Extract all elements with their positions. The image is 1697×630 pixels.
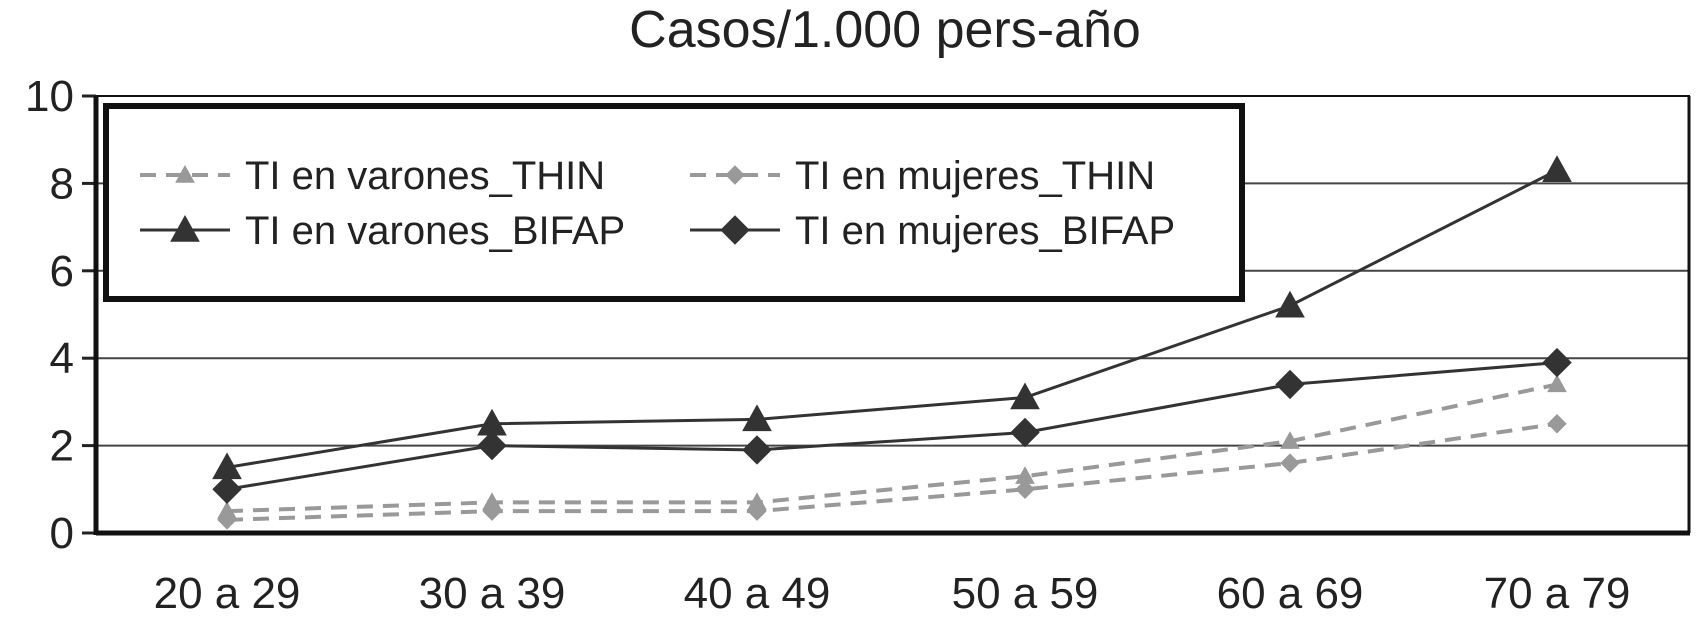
legend-label: TI en mujeres_BIFAP <box>795 209 1175 253</box>
x-tick-label: 50 a 59 <box>952 569 1099 618</box>
y-tick-label: 10 <box>25 72 74 121</box>
legend-label: TI en varones_BIFAP <box>245 209 625 253</box>
x-tick-label: 20 a 29 <box>154 569 301 618</box>
legend-label: TI en mujeres_THIN <box>795 154 1155 198</box>
legend-label: TI en varones_THIN <box>245 154 605 198</box>
data-point <box>1015 479 1035 500</box>
y-tick-label: 8 <box>50 159 74 208</box>
data-point <box>742 404 772 432</box>
data-point <box>1275 369 1305 400</box>
axes-layer: 0 2 4 6 8 10 20 a 29 30 a 39 40 a 49 50 a 59 60 a … <box>25 72 1691 618</box>
data-point <box>477 430 507 461</box>
legend-swatch-marker <box>725 165 745 185</box>
y-tick-label: 4 <box>50 334 74 383</box>
data-point <box>747 501 767 521</box>
data-point <box>742 435 772 465</box>
data-point <box>1547 414 1567 434</box>
legend-box <box>103 103 1245 302</box>
legend: TI en varones_THIN TI en mujeres_THIN TI e… <box>103 103 1245 302</box>
data-point <box>212 474 242 505</box>
y-tick-label: 0 <box>50 509 74 558</box>
x-tick-label: 70 a 79 <box>1484 569 1631 618</box>
data-point <box>1280 453 1300 473</box>
x-tick-label: 30 a 39 <box>419 569 566 618</box>
data-point <box>217 510 237 530</box>
legend-swatch-marker <box>720 215 750 245</box>
data-point <box>1547 374 1567 393</box>
legend-swatch-marker <box>175 164 195 183</box>
x-tick-label: 40 a 49 <box>684 569 831 618</box>
x-tick-label: 60 a 69 <box>1217 569 1364 618</box>
series-layer <box>212 155 1572 530</box>
y-tick-label: 6 <box>50 247 74 296</box>
data-point <box>1010 382 1040 410</box>
series-line-1 <box>226 382 1558 514</box>
data-point <box>1542 155 1572 182</box>
data-point <box>1542 347 1572 378</box>
legend-swatch-marker <box>170 214 200 242</box>
data-point <box>1275 290 1305 318</box>
chart-title: Casos/1.000 pers-año <box>629 1 1141 59</box>
data-point <box>1280 431 1300 449</box>
data-point <box>482 501 502 521</box>
y-tick-label: 2 <box>50 422 74 471</box>
series-line-2 <box>226 421 1558 522</box>
series-line-3 <box>226 168 1558 469</box>
data-point <box>1010 417 1040 448</box>
series-line-4 <box>226 361 1558 491</box>
